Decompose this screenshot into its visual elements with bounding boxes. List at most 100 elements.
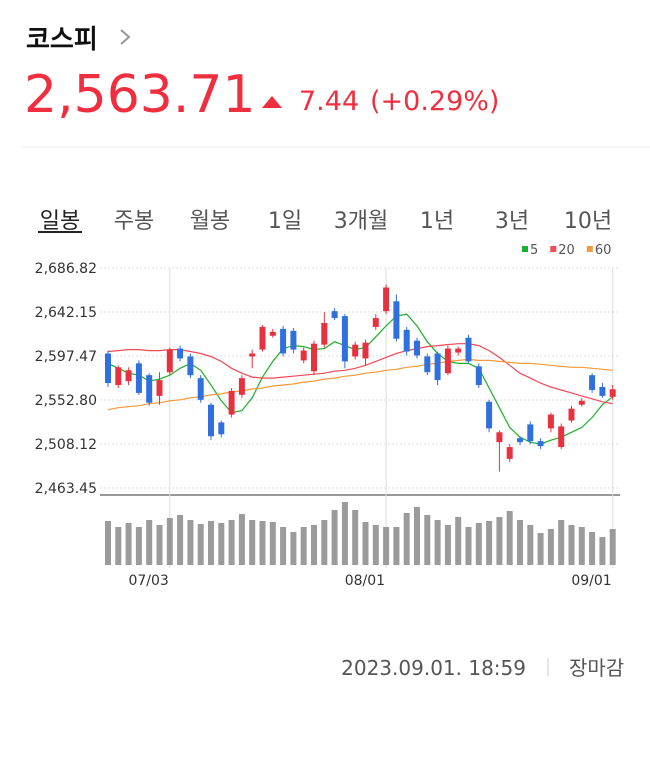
candle-body (125, 370, 132, 382)
candle-body (465, 337, 472, 362)
change: 7.44 (299, 86, 359, 117)
y-tick-label: 2,508.12 (35, 437, 97, 453)
volume-bar (444, 525, 451, 565)
candle-body (547, 414, 554, 429)
volume-bar (414, 507, 420, 565)
tab[interactable]: 1일 (268, 209, 302, 234)
volume-bar (259, 521, 266, 565)
volume-bar (228, 520, 235, 565)
tab[interactable]: 3개월 (334, 209, 388, 234)
volume-bar (578, 527, 585, 565)
volume-bar (125, 523, 132, 565)
volume-bar (156, 525, 163, 565)
volume-bar (290, 532, 297, 565)
volume-bar (547, 529, 554, 565)
tab[interactable]: 월봉 (190, 209, 230, 234)
candle-body (455, 348, 462, 353)
volume-bar (218, 523, 225, 565)
candle-body (105, 353, 111, 384)
candle-body (506, 447, 513, 459)
candle-body (537, 441, 544, 447)
tab[interactable]: 3년 (495, 209, 529, 234)
candle-body (393, 301, 400, 339)
x-tick-label: 07/03 (128, 573, 168, 589)
candle-body (249, 353, 256, 357)
volume-bar (352, 510, 359, 565)
candle-body (311, 343, 317, 372)
legend-swatch (522, 246, 528, 252)
candle-body (331, 311, 338, 319)
candle-body (527, 424, 534, 442)
title[interactable]: 코스피 (26, 25, 98, 55)
volume-bar (372, 525, 379, 565)
volume-bar (311, 525, 317, 565)
datetime: 2023.09.01. 18:59 (341, 656, 526, 680)
candle-body (156, 380, 163, 396)
candle-body (238, 378, 245, 395)
candle-body (383, 287, 390, 312)
candle-body (259, 326, 266, 350)
volume-bar (537, 533, 544, 565)
volume-bar (321, 520, 328, 565)
candle-body (578, 400, 585, 405)
tab[interactable]: 일봉 (40, 209, 80, 234)
volume-bar (568, 525, 575, 565)
volume-bar (115, 527, 122, 565)
price: 2,563.71 (24, 65, 256, 125)
volume-bar (599, 537, 606, 565)
volume-bar (486, 521, 493, 565)
candle-body (321, 322, 328, 345)
ma-line (107, 358, 613, 411)
x-tick-label: 08/01 (345, 573, 385, 589)
legend-swatch (550, 246, 557, 252)
legend-label: 20 (558, 243, 575, 258)
candle-body (517, 438, 523, 443)
volume-bar (300, 527, 307, 565)
candle-body (589, 375, 596, 390)
volume-bar (197, 524, 204, 565)
candle-body (414, 340, 420, 356)
volume-bar (455, 517, 462, 565)
volume-bar (135, 527, 142, 565)
volume-bar (496, 517, 503, 565)
candle-body (280, 328, 287, 354)
y-tick-label: 2,597.47 (35, 349, 97, 365)
volume-bar (187, 520, 194, 565)
tabs: 일봉 주봉 월봉 1일 3개월 1년 3년 10년 (38, 209, 612, 234)
volume-bar (609, 529, 616, 565)
candle-body (177, 348, 184, 359)
volume-bar (589, 532, 596, 565)
candle-body (290, 330, 297, 350)
volume-bar (238, 514, 245, 565)
candle-body (228, 390, 235, 415)
ma-line (107, 343, 613, 405)
legend: 5 20 60 (522, 243, 611, 258)
candle-body (609, 389, 616, 397)
tab[interactable]: 주봉 (114, 209, 154, 234)
y-tick-label: 2,463.45 (35, 481, 97, 497)
candle-body (218, 422, 225, 435)
volume-bar (146, 520, 153, 565)
candle-body (300, 350, 307, 361)
volume-bar (393, 527, 400, 565)
volume-bar (280, 527, 287, 565)
candle-body (486, 401, 493, 429)
candle-body (269, 331, 276, 336)
candle-body (424, 356, 431, 373)
tab[interactable]: 1년 (420, 209, 454, 234)
candle-body (599, 386, 606, 396)
volume-bar (517, 520, 523, 565)
volume-bar (434, 520, 441, 565)
volume-bar (424, 515, 431, 565)
candle-body (352, 344, 359, 357)
volume-bar (465, 527, 472, 565)
candle-body (444, 348, 451, 374)
tab[interactable]: 10년 (564, 209, 612, 234)
volume-bar (558, 520, 565, 565)
change-rate: (+0.29%) (370, 86, 499, 117)
volume-bar (269, 522, 276, 565)
candle-body (568, 408, 575, 421)
volume-bar (506, 511, 513, 565)
x-tick-label: 09/01 (571, 573, 611, 589)
